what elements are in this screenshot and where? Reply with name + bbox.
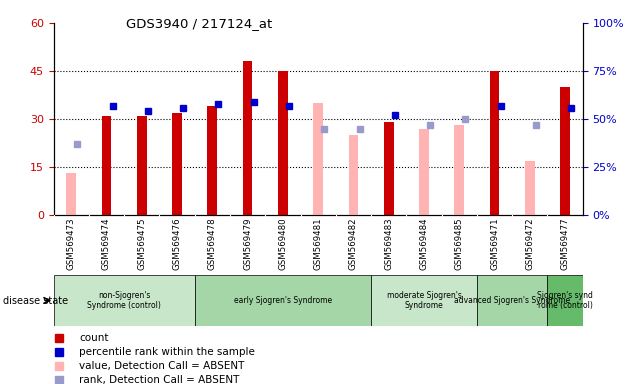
Bar [101,116,112,215]
Bar [419,129,429,215]
Bar [172,113,182,215]
Bar [525,161,535,215]
Bar [278,71,288,215]
Text: advanced Sjogren's Syndrome: advanced Sjogren's Syndrome [454,296,570,305]
Text: early Sjogren's Syndrome: early Sjogren's Syndrome [234,296,332,305]
Text: disease state: disease state [3,296,68,306]
Bar [207,106,217,215]
Bar [560,87,570,215]
Text: GDS3940 / 217124_at: GDS3940 / 217124_at [126,17,272,30]
Text: percentile rank within the sample: percentile rank within the sample [79,347,255,357]
Bar [477,275,547,326]
Bar [547,275,583,326]
Bar [313,103,323,215]
Bar [371,275,477,326]
Text: count: count [79,333,108,343]
Text: moderate Sjogren's
Syndrome: moderate Sjogren's Syndrome [387,291,461,310]
Bar [66,174,76,215]
Bar [137,116,147,215]
Bar [54,275,195,326]
Bar [195,275,371,326]
Bar [454,126,464,215]
Text: rank, Detection Call = ABSENT: rank, Detection Call = ABSENT [79,375,239,384]
Bar [348,135,358,215]
Text: non-Sjogren's
Syndrome (control): non-Sjogren's Syndrome (control) [87,291,161,310]
Text: value, Detection Call = ABSENT: value, Detection Call = ABSENT [79,361,244,371]
Text: Sjogren's synd
rome (control): Sjogren's synd rome (control) [537,291,593,310]
Bar [243,61,253,215]
Bar [384,122,394,215]
Bar [490,71,500,215]
